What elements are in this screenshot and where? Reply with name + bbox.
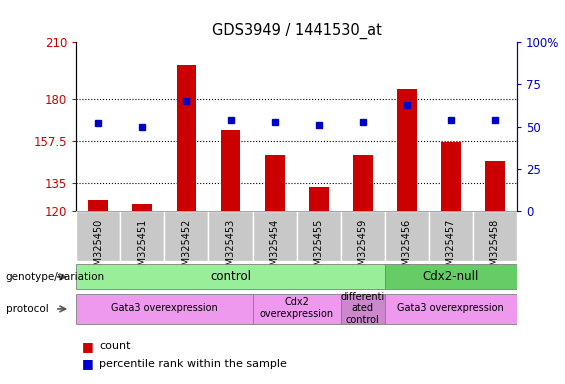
Bar [120, 211, 164, 261]
Bar [308, 187, 329, 211]
Bar [264, 155, 285, 211]
Bar [385, 265, 517, 289]
Bar [88, 200, 108, 211]
Bar [341, 211, 385, 261]
Text: count: count [99, 341, 131, 351]
Text: ■: ■ [82, 340, 94, 353]
Bar [176, 65, 197, 211]
Text: GSM325454: GSM325454 [270, 219, 280, 278]
Bar [220, 131, 241, 211]
Bar [385, 211, 429, 261]
Bar [164, 211, 208, 261]
Bar [297, 211, 341, 261]
Bar [485, 161, 505, 211]
Text: ■: ■ [82, 357, 94, 370]
Bar [253, 294, 341, 324]
Text: GSM325450: GSM325450 [93, 219, 103, 278]
Text: GSM325455: GSM325455 [314, 219, 324, 278]
Text: Gata3 overexpression: Gata3 overexpression [398, 303, 504, 313]
Text: GSM325453: GSM325453 [225, 219, 236, 278]
Bar [208, 211, 253, 261]
Text: genotype/variation: genotype/variation [6, 272, 105, 282]
Bar [473, 211, 517, 261]
Title: GDS3949 / 1441530_at: GDS3949 / 1441530_at [212, 23, 381, 40]
Text: Cdx2
overexpression: Cdx2 overexpression [259, 298, 334, 319]
Text: percentile rank within the sample: percentile rank within the sample [99, 359, 287, 369]
Text: GSM325458: GSM325458 [490, 219, 500, 278]
Text: GSM325457: GSM325457 [446, 219, 456, 278]
Bar [76, 265, 385, 289]
Text: Cdx2-null: Cdx2-null [423, 270, 479, 283]
Bar [397, 89, 417, 211]
Bar [76, 211, 120, 261]
Text: GSM325459: GSM325459 [358, 219, 368, 278]
Bar [76, 294, 253, 324]
Bar [253, 211, 297, 261]
Bar [441, 142, 461, 211]
Bar [353, 155, 373, 211]
Bar [429, 211, 473, 261]
Text: protocol: protocol [6, 304, 49, 314]
Text: GSM325456: GSM325456 [402, 219, 412, 278]
Text: control: control [210, 270, 251, 283]
Bar [341, 294, 385, 324]
Text: GSM325451: GSM325451 [137, 219, 147, 278]
Text: differenti
ated
control: differenti ated control [341, 292, 385, 325]
Bar [132, 204, 153, 211]
Bar [385, 294, 517, 324]
Text: GSM325452: GSM325452 [181, 219, 192, 278]
Text: Gata3 overexpression: Gata3 overexpression [111, 303, 218, 313]
